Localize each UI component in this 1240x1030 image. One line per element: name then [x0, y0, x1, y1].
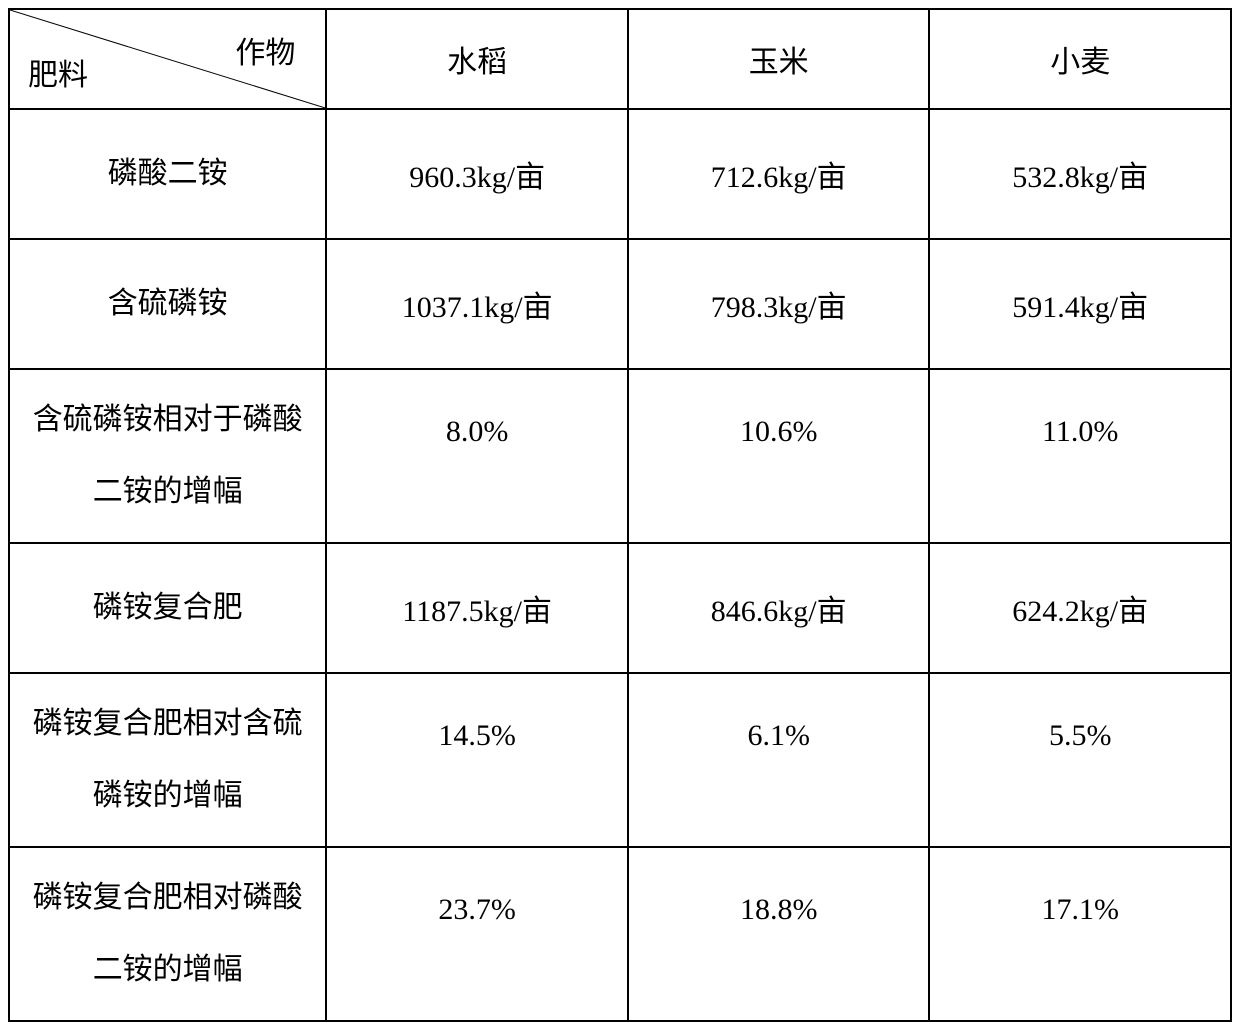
- data-cell: 960.3kg/亩: [326, 109, 628, 239]
- data-cell: 5.5%: [929, 673, 1231, 847]
- data-cell: 1187.5kg/亩: [326, 543, 628, 673]
- data-cell: 6.1%: [628, 673, 930, 847]
- corner-header-cell: 作物肥料: [9, 9, 326, 109]
- data-cell: 798.3kg/亩: [628, 239, 930, 369]
- row-header: 含硫磷铵: [9, 239, 326, 369]
- row-header: 磷铵复合肥相对含硫磷铵的增幅: [9, 673, 326, 847]
- corner-bottom-label: 肥料: [28, 50, 88, 94]
- data-cell: 11.0%: [929, 369, 1231, 543]
- fertilizer-crop-table: 作物肥料水稻玉米小麦磷酸二铵960.3kg/亩712.6kg/亩532.8kg/…: [8, 8, 1232, 1022]
- data-cell: 532.8kg/亩: [929, 109, 1231, 239]
- data-cell: 712.6kg/亩: [628, 109, 930, 239]
- corner-top-label: 作物: [235, 28, 295, 72]
- column-header: 小麦: [929, 9, 1231, 109]
- row-header: 含硫磷铵相对于磷酸二铵的增幅: [9, 369, 326, 543]
- data-cell: 8.0%: [326, 369, 628, 543]
- column-header: 水稻: [326, 9, 628, 109]
- data-cell: 23.7%: [326, 847, 628, 1021]
- data-cell: 14.5%: [326, 673, 628, 847]
- row-header: 磷铵复合肥相对磷酸二铵的增幅: [9, 847, 326, 1021]
- data-cell: 10.6%: [628, 369, 930, 543]
- data-cell: 1037.1kg/亩: [326, 239, 628, 369]
- data-cell: 846.6kg/亩: [628, 543, 930, 673]
- row-header: 磷铵复合肥: [9, 543, 326, 673]
- data-cell: 591.4kg/亩: [929, 239, 1231, 369]
- data-cell: 17.1%: [929, 847, 1231, 1021]
- data-cell: 18.8%: [628, 847, 930, 1021]
- row-header: 磷酸二铵: [9, 109, 326, 239]
- column-header: 玉米: [628, 9, 930, 109]
- data-cell: 624.2kg/亩: [929, 543, 1231, 673]
